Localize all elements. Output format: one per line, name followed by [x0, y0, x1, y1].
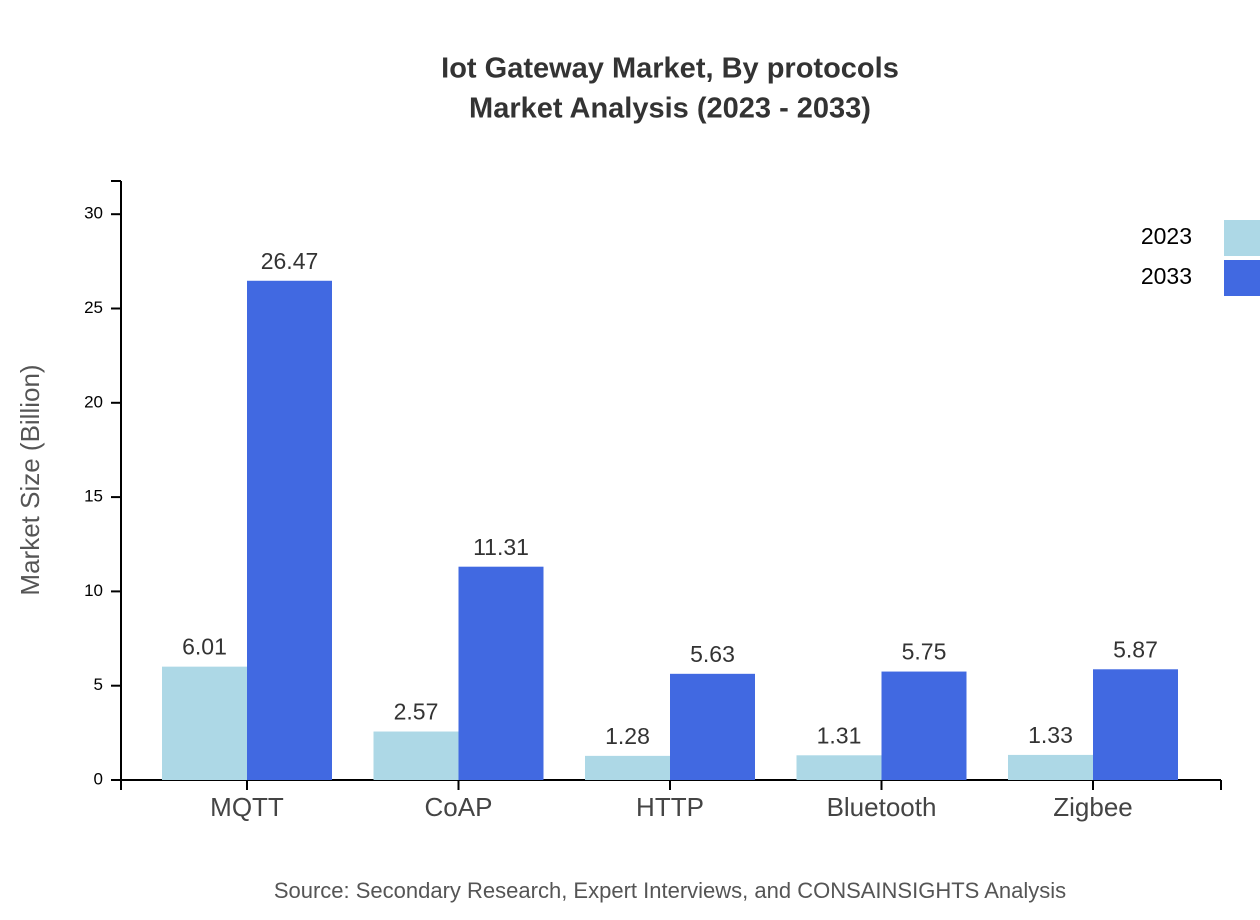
y-tick-label: 15: [84, 487, 103, 506]
value-label: 1.28: [605, 723, 650, 749]
value-label: 6.01: [182, 634, 227, 660]
legend-swatch: [1224, 220, 1260, 256]
bar: [881, 671, 967, 780]
value-label: 26.47: [261, 248, 319, 274]
value-label: 1.31: [817, 722, 862, 748]
legend-label: 2023: [1141, 223, 1192, 249]
bar: [585, 755, 670, 780]
value-label: 5.63: [690, 641, 735, 667]
x-tick-label: HTTP: [636, 792, 704, 822]
chart-title: Iot Gateway Market, By protocols: [441, 53, 899, 85]
y-axis-label: Market Size (Billion): [15, 364, 45, 595]
y-tick-label: 5: [94, 675, 103, 694]
y-tick-label: 25: [84, 298, 103, 317]
bar: [373, 731, 459, 780]
y-tick-label: 10: [84, 581, 103, 600]
y-tick-label: 20: [84, 392, 103, 411]
bar: [670, 673, 755, 780]
value-label: 11.31: [473, 534, 529, 560]
legend-swatch: [1224, 260, 1260, 296]
bar: [458, 566, 544, 780]
x-tick-label: MQTT: [210, 792, 284, 822]
chart-subtitle: Market Analysis (2023 - 2033): [469, 93, 871, 125]
value-label: 2.57: [394, 699, 439, 725]
bar: [162, 666, 247, 780]
y-tick-label: 30: [84, 204, 103, 223]
x-tick-label: Bluetooth: [827, 792, 937, 822]
legend-label: 2033: [1141, 263, 1192, 289]
bar: [247, 280, 332, 780]
x-tick-label: Zigbee: [1053, 792, 1133, 822]
value-label: 5.75: [902, 639, 947, 665]
y-tick-label: 0: [94, 769, 103, 788]
bar: [796, 755, 882, 780]
value-label: 5.87: [1113, 636, 1158, 662]
x-tick-label: CoAP: [425, 792, 493, 822]
source-note: Source: Secondary Research, Expert Inter…: [274, 878, 1066, 903]
value-label: 1.33: [1028, 722, 1073, 748]
bar: [1008, 754, 1093, 780]
bar: [1093, 669, 1178, 780]
